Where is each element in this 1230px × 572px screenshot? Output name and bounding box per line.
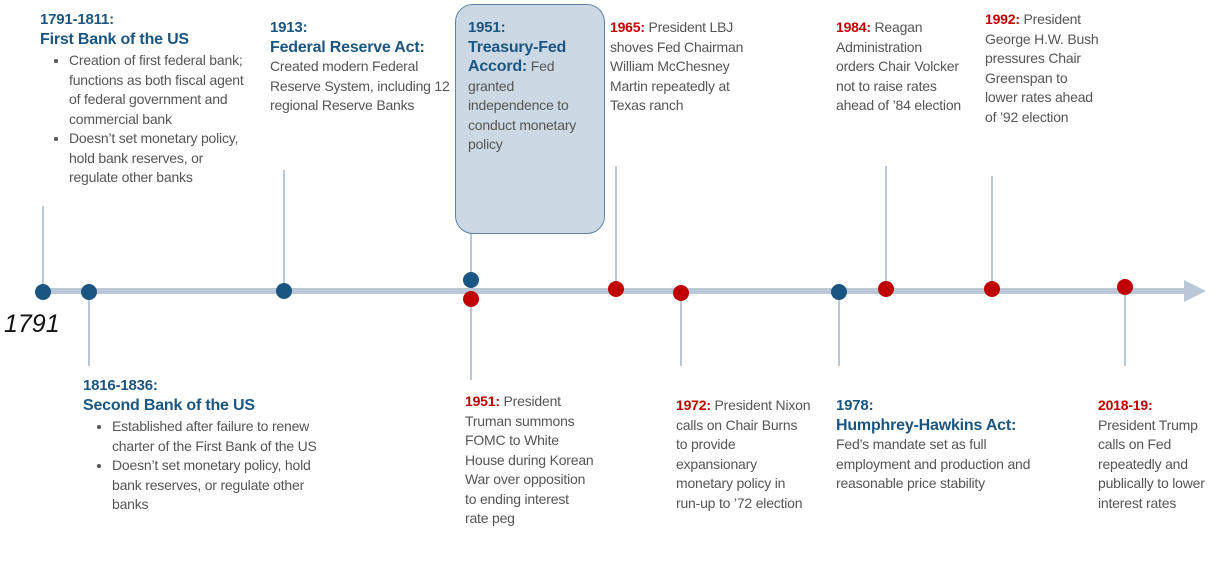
event-title: First Bank of the US [40, 30, 189, 48]
event-date: 1816-1836: [83, 377, 158, 394]
bullet: Doesn’t set monetary policy, hold bank r… [112, 456, 343, 515]
bullets: Established after failure to renew chart… [83, 417, 343, 515]
event-date: 1791-1811: [40, 11, 114, 28]
event-text: Fed granted independence to conduct mone… [468, 58, 577, 152]
event: 1965: President LBJ shoves Fed Chairman … [610, 18, 760, 116]
event-text: President LBJ shoves Fed Chairman Willia… [610, 19, 744, 113]
event-text: Created modern Federal Reserve System, i… [270, 58, 450, 113]
red-dots [463, 279, 1133, 307]
event: 1972: President Nixon calls on Chair Bur… [676, 396, 811, 513]
event: 1913: Federal Reserve Act: Created moder… [270, 18, 450, 116]
bullet: Doesn’t set monetary policy, hold bank r… [69, 129, 255, 188]
event: 1978: Humphrey-Hawkins Act: Fed’s mandat… [836, 396, 1056, 494]
blue-dots [35, 272, 847, 300]
axis-arrow [1184, 280, 1206, 302]
event-text: President Nixon calls on Chair Burns to … [676, 397, 811, 511]
event: 1791-1811: First Bank of the US Creation… [40, 10, 255, 188]
event-date: 1992: [985, 11, 1020, 27]
event-text: President Truman summons FOMC to White H… [465, 393, 594, 526]
event-title: Second Bank of the US [83, 396, 255, 414]
bullet: Creation of first federal bank; function… [69, 51, 255, 129]
event: 1816-1836: Second Bank of the US Establi… [83, 376, 343, 515]
event: 1984: Reagan Administration orders Chair… [836, 18, 961, 116]
event-date: 1951: [468, 19, 506, 36]
event-title: Treasury-Fed Accord: [468, 38, 567, 76]
event: 1951: Treasury-Fed Accord: Fed granted i… [468, 18, 596, 155]
bullet: Established after failure to renew chart… [112, 417, 343, 456]
event-text: Reagan Administration orders Chair Volck… [836, 19, 962, 113]
event-text: President Trump calls on Fed repeatedly … [1098, 416, 1205, 511]
event: 2018-19: President Trump calls on Fed re… [1098, 396, 1228, 513]
event-text: Fed’s mandate set as full employment and… [836, 436, 1031, 491]
event-date: 1951: [465, 393, 500, 409]
event-date: 1913: [270, 19, 308, 36]
event-date: 1972: [676, 397, 711, 413]
event: 1992: President George H.W. Bush pressur… [985, 10, 1100, 127]
event-date: 1965: [610, 19, 645, 35]
event-date: 1984: [836, 19, 871, 35]
event: 1951: President Truman summons FOMC to W… [465, 392, 595, 529]
event-title: Humphrey-Hawkins Act: [836, 416, 1017, 434]
bullets: Creation of first federal bank; function… [40, 51, 255, 188]
start-label: 1791 [4, 310, 60, 338]
event-date: 1978: [836, 397, 874, 414]
event-title: Federal Reserve Act: [270, 38, 425, 56]
connectors [42, 166, 1126, 380]
event-date: 2018-19: [1098, 397, 1153, 413]
event-text: President George H.W. Bush pressures Cha… [985, 11, 1099, 125]
highlight-box [455, 4, 605, 234]
